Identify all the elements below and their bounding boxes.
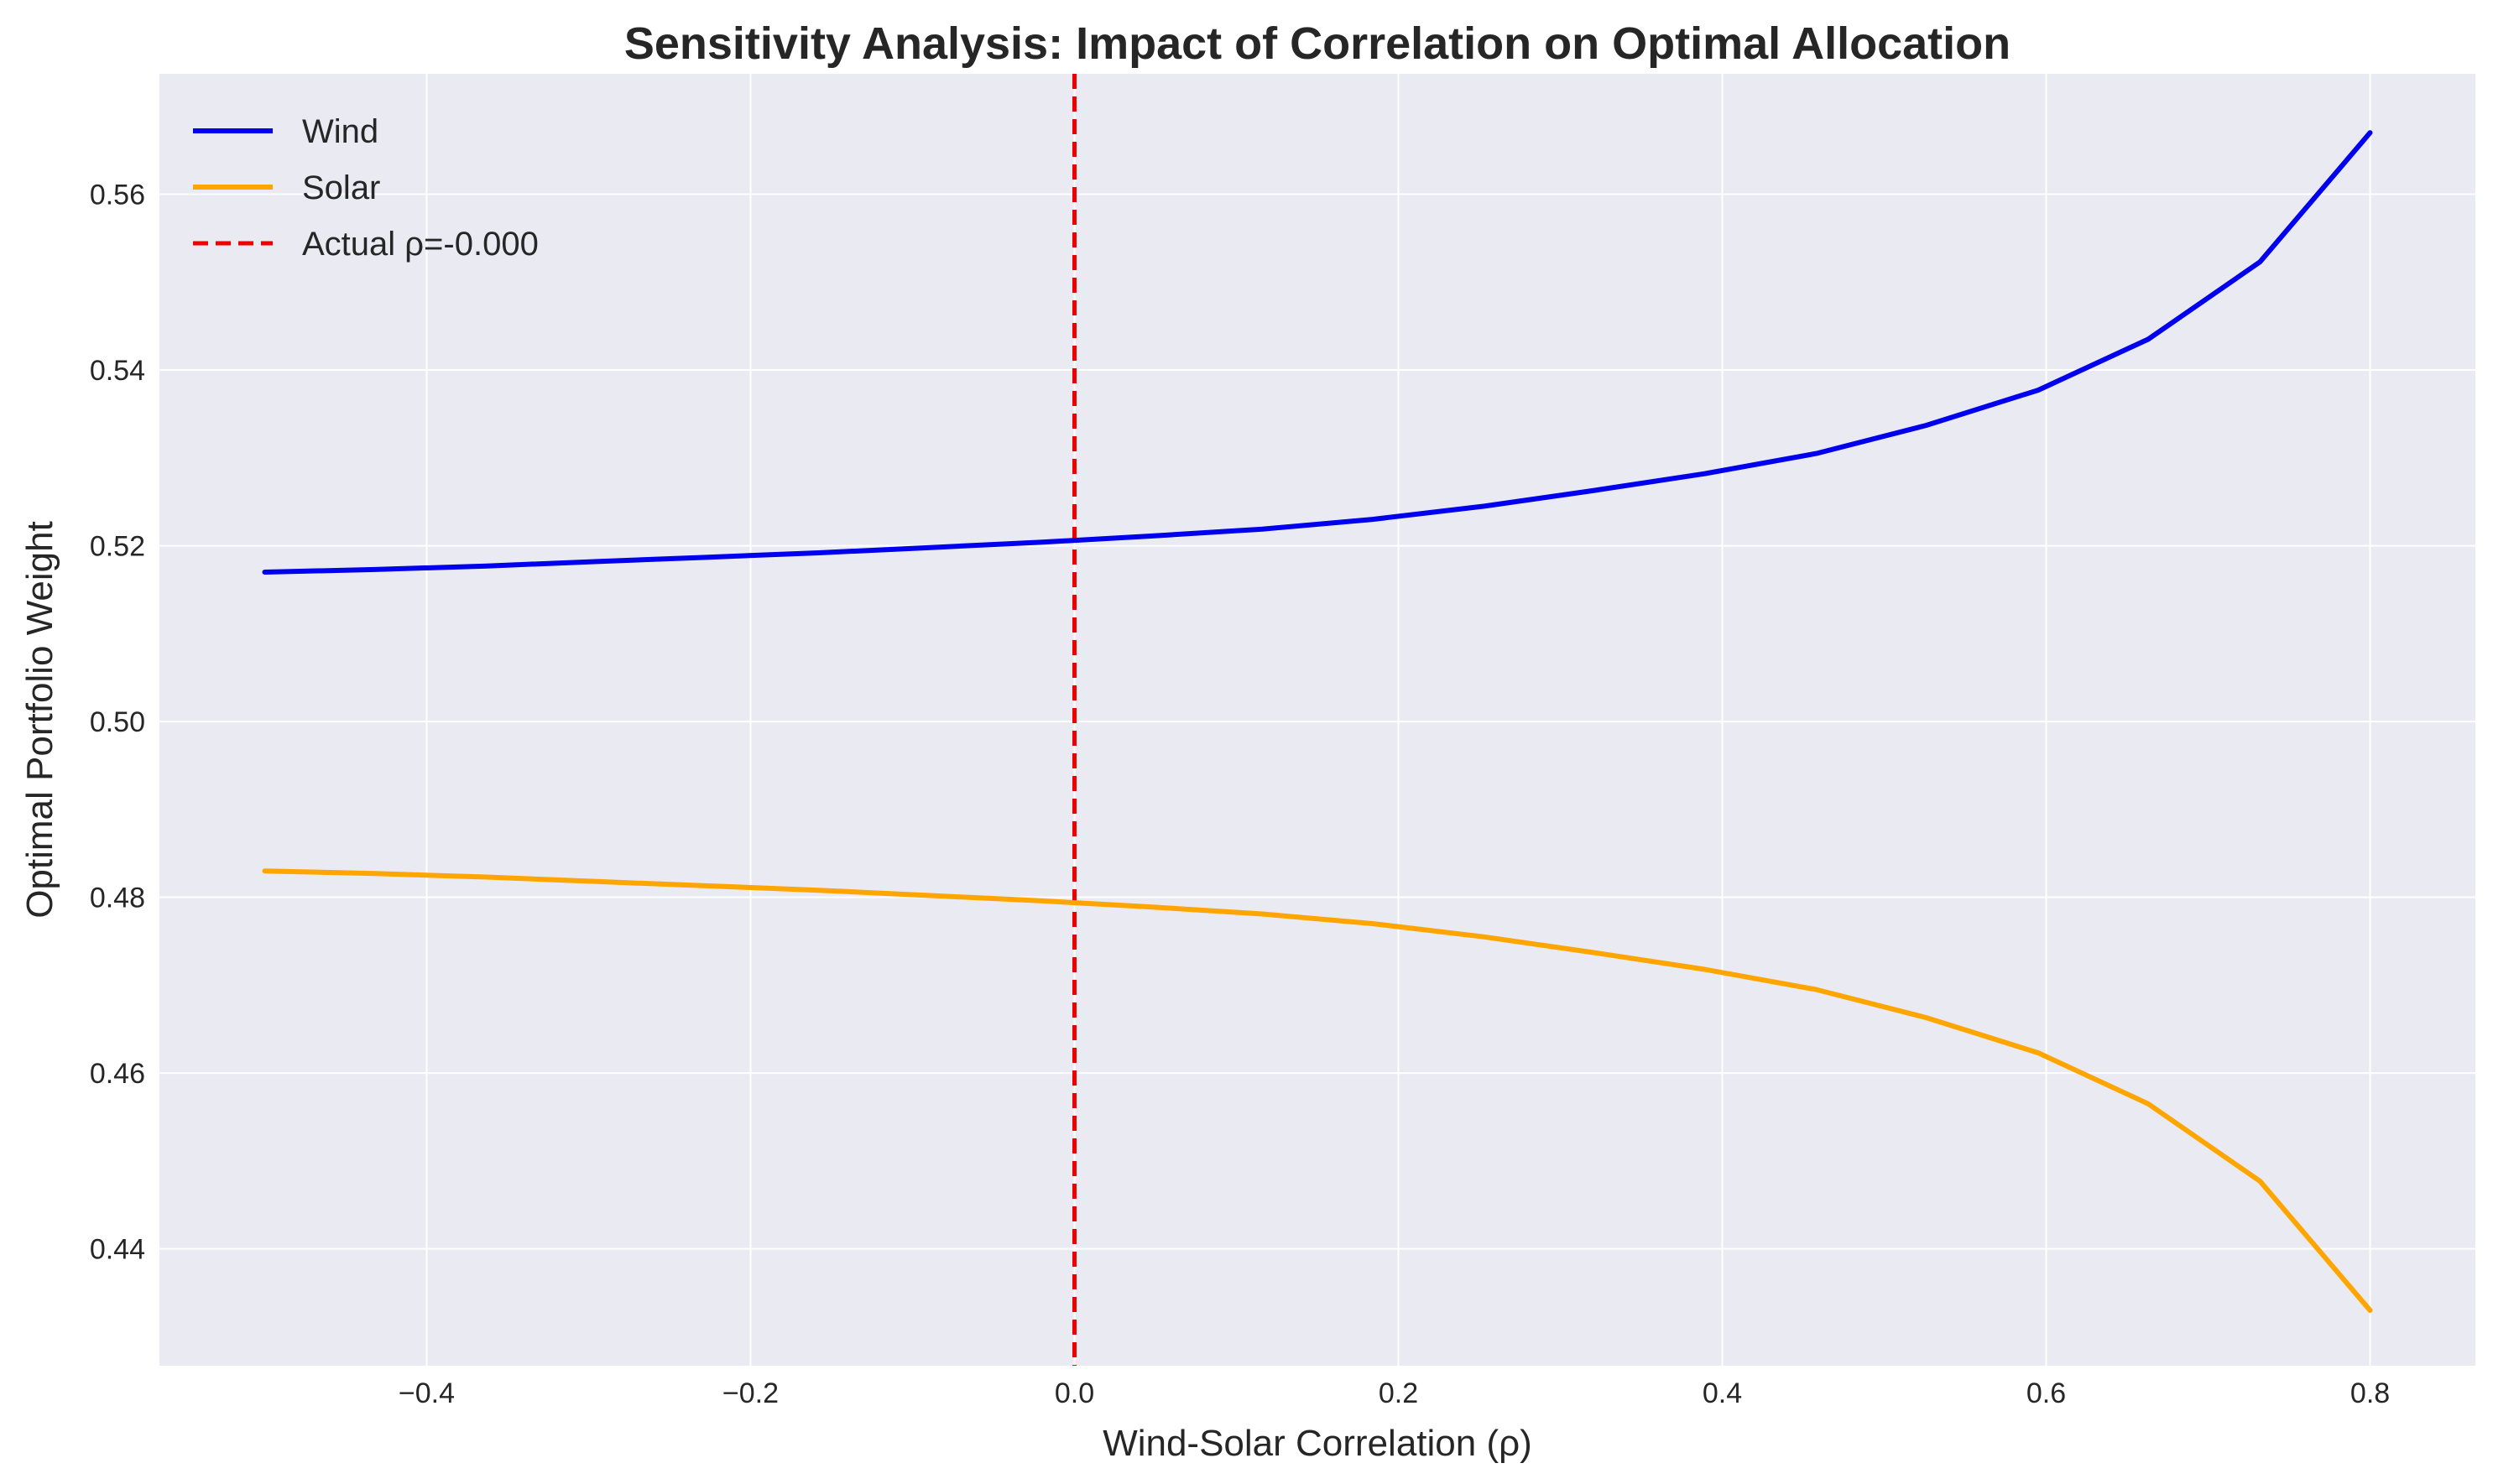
legend: Wind Solar Actual ρ=-0.000: [193, 113, 539, 263]
chart-title: Sensitivity Analysis: Impact of Correlat…: [624, 18, 2011, 69]
series-line-wind: [262, 130, 2373, 575]
series-line-solar: [262, 868, 2373, 1313]
legend-label-solar: Solar: [302, 169, 380, 206]
x-tick-label: 0.0: [1055, 1377, 1094, 1409]
series-layer: [262, 130, 2373, 1313]
plot-area: [159, 74, 2475, 1366]
x-tick-label: 0.6: [2026, 1377, 2066, 1409]
legend-label-actual-rho: Actual ρ=-0.000: [302, 226, 539, 263]
y-tick-label: 0.44: [90, 1234, 145, 1266]
y-tick-label: 0.54: [90, 355, 145, 387]
x-tick-label: −0.4: [399, 1377, 455, 1409]
x-tick-label: 0.8: [2350, 1377, 2390, 1409]
x-tick-label: −0.2: [722, 1377, 779, 1409]
legend-item-wind: Wind: [193, 113, 378, 150]
y-tick-label: 0.52: [90, 531, 145, 563]
legend-label-wind: Wind: [302, 113, 378, 150]
y-axis-label: Optimal Portfolio Weight: [19, 521, 60, 919]
legend-item-actual-rho: Actual ρ=-0.000: [193, 226, 539, 263]
x-tick-labels: −0.4 −0.2 0.0 0.2 0.4 0.6 0.8: [399, 1377, 2390, 1409]
grid-layer: [159, 74, 2475, 1366]
x-tick-label: 0.4: [1703, 1377, 1742, 1409]
x-axis-label: Wind-Solar Correlation (ρ): [1103, 1423, 1532, 1464]
y-tick-label: 0.48: [90, 883, 145, 914]
y-tick-label: 0.50: [90, 706, 145, 738]
legend-item-solar: Solar: [193, 169, 380, 206]
y-tick-label: 0.56: [90, 180, 145, 211]
y-tick-labels: 0.44 0.46 0.48 0.50 0.52 0.54 0.56: [90, 180, 145, 1266]
x-tick-label: 0.2: [1379, 1377, 1418, 1409]
y-tick-label: 0.46: [90, 1058, 145, 1090]
